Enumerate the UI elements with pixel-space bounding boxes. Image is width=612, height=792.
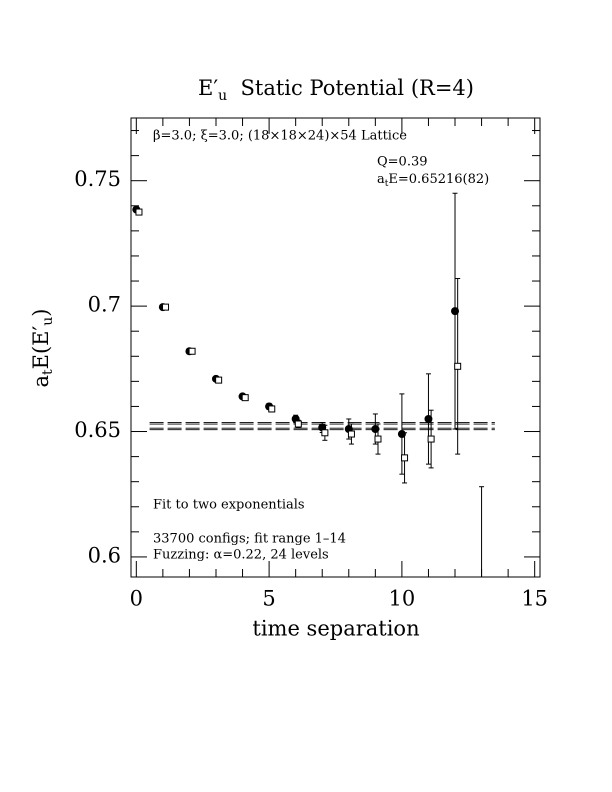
y-tick-label: 0.6 — [88, 543, 121, 567]
annotation: atE=0.65216(82) — [377, 172, 489, 189]
y-tick-label: 0.65 — [74, 418, 121, 442]
point — [427, 435, 435, 443]
annotation: Fit to two exponentials — [153, 498, 305, 513]
point — [347, 430, 355, 438]
plot-frame — [130, 117, 541, 578]
annotation: β=3.0; ξ=3.0; (18×18×24)×54 Lattice — [153, 129, 407, 144]
point — [454, 362, 462, 370]
point — [371, 425, 380, 434]
point — [478, 628, 486, 636]
point — [268, 405, 276, 413]
point — [294, 420, 302, 428]
x-axis-label: time separation — [252, 617, 419, 641]
y-tick-label: 0.7 — [88, 293, 121, 317]
point — [241, 394, 249, 402]
point — [188, 347, 196, 355]
point — [162, 303, 170, 311]
plot-area — [132, 192, 495, 636]
x-tick-label: 10 — [389, 587, 416, 611]
point — [397, 430, 406, 439]
point — [374, 435, 382, 443]
annotation: Q=0.39 — [377, 155, 428, 170]
point — [401, 454, 409, 462]
y-axis-label: atE(E′u) — [29, 308, 57, 387]
x-tick-label: 5 — [262, 587, 275, 611]
point — [451, 307, 460, 316]
point — [321, 429, 329, 437]
point — [135, 208, 143, 216]
annotation: 33700 configs; fit range 1–14 — [153, 532, 346, 547]
x-tick-label: 15 — [521, 587, 548, 611]
annotation: Fuzzing: α=0.22, 24 levels — [153, 548, 329, 563]
point — [424, 414, 433, 423]
chart-title: E′u Static Potential (R=4) — [198, 76, 474, 105]
point — [215, 376, 223, 384]
x-tick-label: 0 — [130, 587, 143, 611]
y-tick-label: 0.75 — [74, 167, 121, 191]
